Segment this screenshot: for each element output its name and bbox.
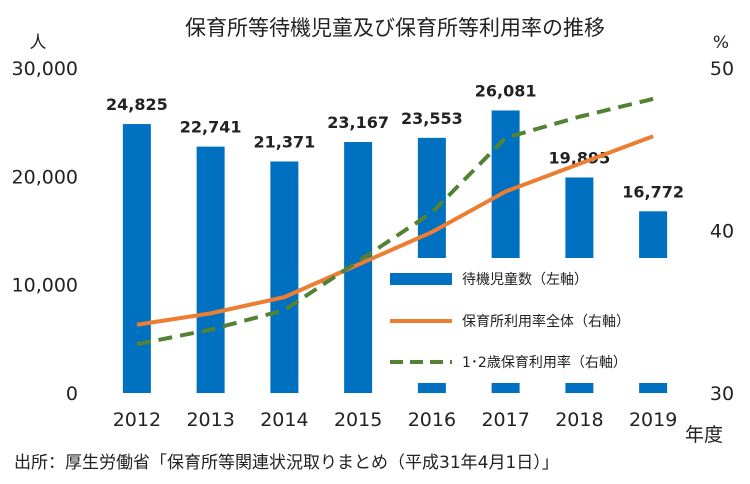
right-tick-label: 40: [710, 221, 734, 243]
lines-layer: [136, 96, 654, 347]
line-series-total: [136, 134, 654, 327]
bar-2012: [122, 124, 151, 393]
right-axis-ticks: 50 40 30: [710, 58, 734, 405]
bar-label-2015: 23,167: [327, 113, 389, 132]
bar-label-2016: 23,553: [401, 109, 463, 128]
bar-label-2014: 21,371: [254, 132, 316, 151]
x-axis-ticks: 2012 2013 2014 2015 2016 2017 2018 2019: [113, 409, 678, 431]
bar-label-2019: 16,772: [622, 182, 684, 201]
left-tick-label: 20,000: [12, 166, 78, 188]
legend-swatch-bar: [390, 273, 452, 285]
x-tick-label: 2014: [260, 409, 308, 431]
legend: 待機児童数（左軸） 保育所利用率全体（右軸） 1･2歳保育利用率（右軸）: [382, 258, 670, 383]
x-tick-label: 2017: [481, 409, 529, 431]
line-series-age-1-2: [136, 96, 654, 347]
x-tick-label: 2016: [408, 409, 456, 431]
x-axis-unit: 年度: [685, 424, 723, 446]
chart-title: 保育所等待機児童及び保育所等利用率の推移: [185, 16, 605, 40]
right-axis-unit: %: [713, 33, 729, 53]
right-tick-label: 50: [710, 58, 734, 80]
bar-labels-layer: 24,825 22,741 21,371 23,167 23,553 26,081 19,8…: [106, 81, 684, 201]
left-tick-label: 10,000: [12, 275, 78, 297]
x-tick-label: 2012: [113, 409, 161, 431]
left-axis-unit: 人: [30, 33, 47, 53]
left-tick-label: 30,000: [12, 58, 78, 80]
x-tick-label: 2015: [334, 409, 382, 431]
x-tick-label: 2019: [629, 409, 677, 431]
legend-label-bar: 待機児童数（左軸）: [462, 271, 588, 288]
right-tick-label: 30: [710, 383, 734, 405]
bar-label-2017: 26,081: [475, 81, 537, 100]
left-axis-ticks: 30,000 20,000 10,000 0: [12, 58, 78, 405]
x-tick-label: 2013: [186, 409, 234, 431]
legend-label-total-line: 保育所利用率全体（右軸）: [462, 313, 630, 330]
bar-label-2013: 22,741: [180, 118, 242, 137]
legend-label-age-line: 1･2歳保育利用率（右軸）: [462, 354, 627, 371]
bar-label-2012: 24,825: [106, 95, 168, 114]
x-tick-label: 2018: [555, 409, 603, 431]
left-tick-label: 0: [66, 383, 78, 405]
bar-2014: [270, 161, 299, 393]
source-note: 出所：厚生労働省「保育所等関連状況取りまとめ（平成31年4月1日）」: [14, 453, 559, 473]
bar-label-2018: 19,895: [549, 148, 611, 167]
bar-2013: [196, 146, 225, 393]
